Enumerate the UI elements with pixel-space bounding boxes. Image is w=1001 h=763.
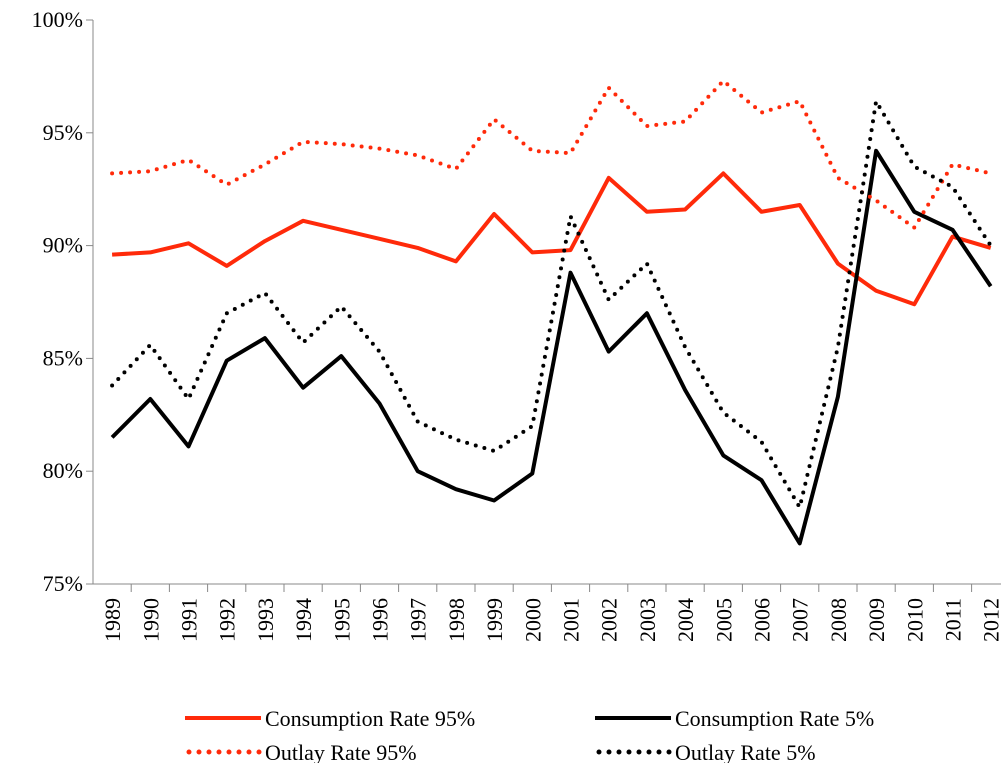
x-tick-label: 2002 — [597, 598, 622, 642]
x-tick-label: 2001 — [559, 598, 584, 642]
legend-label: Outlay Rate 5% — [675, 740, 816, 763]
x-tick-label: 2008 — [826, 598, 851, 642]
x-tick-label: 2004 — [673, 598, 698, 642]
x-tick-label: 2006 — [750, 598, 775, 642]
x-tick-label: 1990 — [138, 598, 163, 642]
y-tick-label: 90% — [43, 233, 83, 258]
x-tick-label: 2005 — [711, 598, 736, 642]
x-tick-label: 1994 — [291, 598, 316, 642]
x-tick-label: 1997 — [406, 598, 431, 642]
x-tick-label: 1999 — [482, 598, 507, 642]
y-tick-label: 80% — [43, 458, 83, 483]
x-tick-label: 1993 — [253, 598, 278, 642]
legend-label: Consumption Rate 95% — [265, 706, 475, 731]
x-tick-label: 2003 — [635, 598, 660, 642]
x-tick-label: 2007 — [788, 598, 813, 642]
legend-label: Outlay Rate 95% — [265, 740, 417, 763]
y-tick-label: 85% — [43, 345, 83, 370]
x-tick-label: 2010 — [902, 598, 927, 642]
series-line — [110, 99, 993, 510]
series-line — [110, 148, 993, 546]
x-tick-label: 2011 — [941, 598, 966, 641]
y-tick-label: 95% — [43, 120, 83, 145]
y-tick-label: 100% — [32, 7, 83, 32]
series-line — [111, 171, 992, 307]
x-tick-label: 1996 — [368, 598, 393, 642]
x-tick-label: 1995 — [329, 598, 354, 642]
x-tick-label: 1989 — [100, 598, 125, 642]
x-tick-label: 2000 — [520, 598, 545, 642]
x-tick-label: 2009 — [864, 598, 889, 642]
x-tick-label: 1998 — [444, 598, 469, 642]
y-tick-label: 75% — [43, 571, 83, 596]
legend-label: Consumption Rate 5% — [675, 706, 874, 731]
x-tick-label: 1991 — [177, 598, 202, 642]
x-tick-label: 1992 — [215, 598, 240, 642]
series-line — [110, 78, 993, 230]
x-tick-label: 2012 — [979, 598, 1001, 642]
